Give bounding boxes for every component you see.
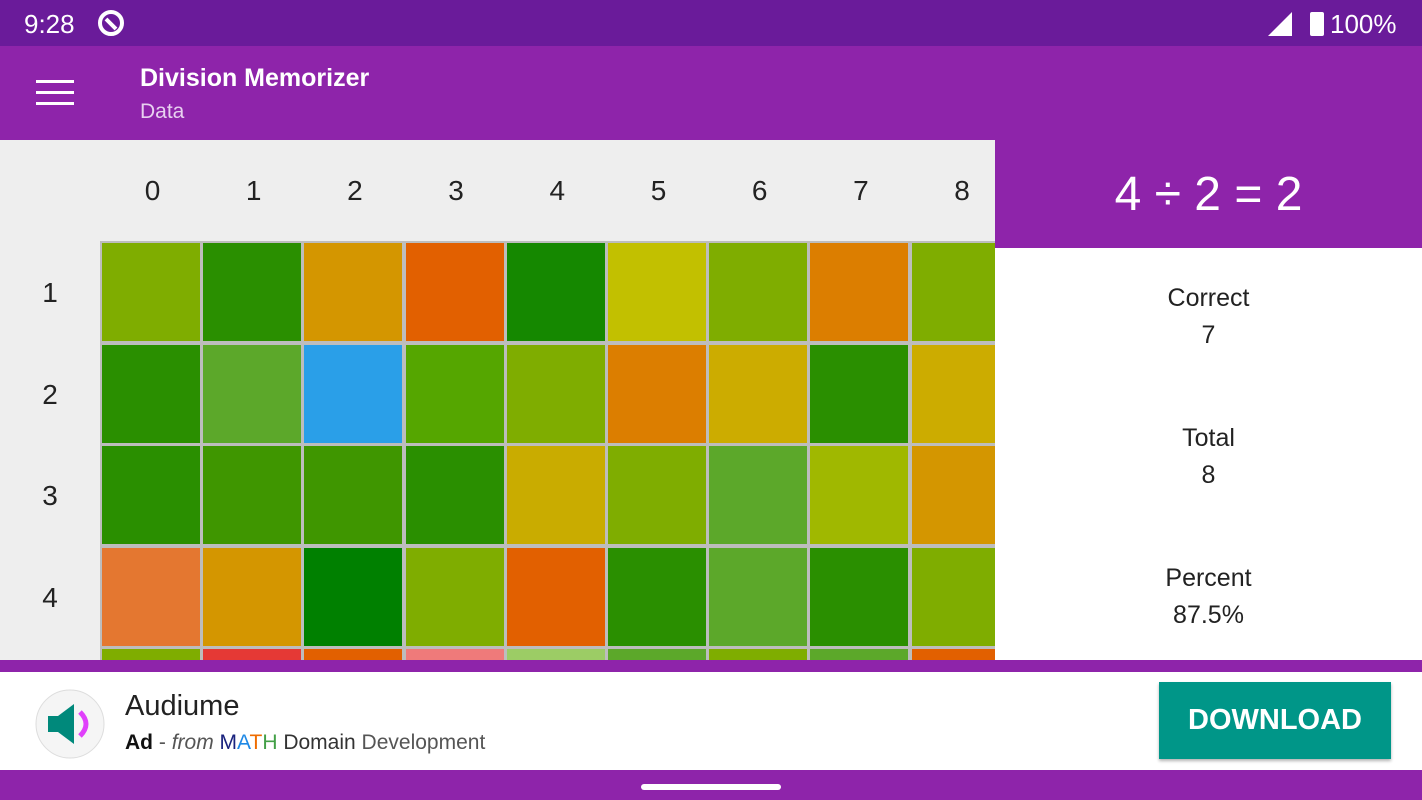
grid-cell	[203, 243, 302, 341]
publisher-letter: A	[237, 731, 250, 754]
signal-battery-icons	[1268, 12, 1324, 36]
stat-label: Percent	[1165, 564, 1252, 592]
divider	[0, 660, 1422, 672]
download-button[interactable]: DOWNLOAD	[1159, 682, 1391, 759]
grid-cell	[709, 649, 808, 660]
memory-grid: 0 1 2 3 4 5 6 7 8 1 2 3 4	[0, 140, 995, 660]
battery-level: 100%	[1330, 9, 1397, 39]
publisher-name: Domain	[283, 731, 356, 754]
grid-cell	[709, 446, 808, 544]
grid-cell	[810, 344, 909, 443]
grid-cell	[203, 649, 302, 660]
grid-cell	[709, 243, 808, 341]
publisher-letter: H	[262, 731, 278, 754]
grid-cell	[709, 344, 808, 443]
grid-cell	[608, 649, 706, 660]
publisher-letter: M	[219, 731, 238, 754]
grid-cell	[608, 446, 706, 544]
grid-cell	[203, 344, 302, 443]
stat-label: Total	[1182, 424, 1235, 452]
grid-cell	[304, 446, 403, 544]
publisher-brand: MATH	[220, 731, 278, 754]
status-bar: 9:28 100%	[0, 0, 1422, 46]
column-header: 3	[448, 175, 464, 206]
grid-cell	[608, 243, 706, 341]
column-header: 0	[144, 175, 161, 206]
grid-cell	[203, 547, 302, 646]
grid-cell	[304, 243, 403, 341]
grid-cell	[506, 649, 605, 660]
grid-cell	[911, 547, 995, 646]
grid-cell	[405, 547, 504, 646]
grid-cell	[911, 344, 995, 443]
grid-cell	[405, 344, 504, 443]
stat-value: 8	[1201, 461, 1216, 489]
equation: 4 ÷ 2 = 2	[1114, 167, 1303, 221]
grid-cell	[304, 344, 403, 443]
publisher-letter: T	[249, 731, 263, 754]
nav-bar	[0, 770, 1422, 800]
grid-cell	[810, 649, 909, 660]
ad-title[interactable]: Audiume	[125, 690, 240, 722]
ad-app-icon[interactable]	[34, 688, 106, 760]
status-icon	[98, 10, 124, 36]
grid-cell	[405, 446, 504, 544]
grid-cell	[911, 649, 995, 660]
grid-cell	[911, 243, 995, 341]
row-header: 2	[42, 378, 58, 410]
grid-cell	[608, 344, 706, 443]
publisher-name: Development	[361, 731, 486, 754]
grid-cell	[102, 446, 200, 544]
column-header: 5	[650, 175, 667, 206]
ad-separator: -	[158, 731, 166, 754]
column-header: 2	[347, 175, 363, 206]
grid-cell	[203, 446, 302, 544]
grid-cell	[102, 649, 200, 660]
app-subtitle: Data	[140, 100, 185, 123]
ad-badge: Ad	[125, 731, 153, 754]
equation-header: 4 ÷ 2 = 2	[995, 140, 1422, 248]
grid-cell	[304, 547, 403, 646]
grid-cell	[102, 344, 200, 443]
ad-from: from	[171, 731, 214, 754]
grid-cell	[405, 243, 504, 341]
app-bar: Division Memorizer Data	[0, 46, 1422, 140]
stat-value: 87.5%	[1173, 601, 1244, 629]
grid-cell	[405, 649, 504, 660]
grid-cell	[506, 243, 605, 341]
column-header: 1	[245, 175, 262, 206]
grid-cell	[304, 649, 403, 660]
row-header: 3	[42, 480, 58, 511]
stat-value: 7	[1201, 321, 1216, 349]
grid-cell	[810, 547, 909, 646]
grid-cell	[709, 547, 808, 646]
row-header: 4	[42, 581, 58, 613]
column-header: 4	[549, 175, 566, 206]
stat-label: Correct	[1167, 284, 1250, 312]
column-header: 6	[751, 175, 768, 206]
grid-cell	[506, 547, 605, 646]
app-title: Division Memorizer	[140, 64, 370, 92]
ad-attribution: Ad - from MATH Domain Development	[125, 731, 485, 755]
grid-cell	[810, 243, 909, 341]
clock: 9:28	[24, 9, 75, 39]
grid-cell	[506, 344, 605, 443]
grid-cell	[911, 446, 995, 544]
detail-panel: 4 ÷ 2 = 2 Correct 7 Total 8 Percent 87.5%	[995, 140, 1422, 660]
row-header: 1	[42, 277, 58, 308]
grid-cell	[608, 547, 706, 646]
home-handle[interactable]	[641, 784, 781, 790]
column-header: 8	[954, 175, 970, 206]
grid-cell	[506, 446, 605, 544]
grid-cell	[102, 547, 200, 646]
grid-cell	[102, 243, 200, 341]
ad-banner: Audiume Ad - from MATH Domain Developmen…	[0, 672, 1422, 770]
column-header: 7	[853, 175, 869, 206]
menu-button[interactable]	[36, 80, 74, 106]
grid-cell	[810, 446, 909, 544]
